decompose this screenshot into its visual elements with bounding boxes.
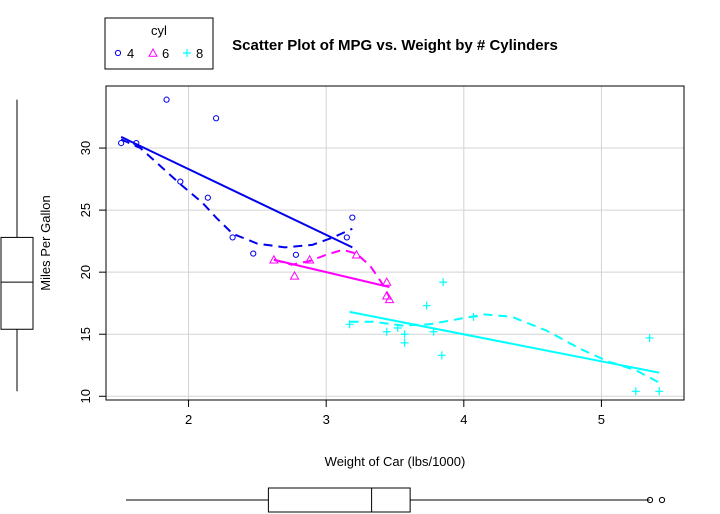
chart-title: Scatter Plot of MPG vs. Weight by # Cyli… — [232, 37, 558, 54]
y-tick-label: 15 — [78, 327, 93, 341]
data-point-cyl-6 — [381, 277, 392, 286]
data-point-cyl-8 — [469, 312, 478, 321]
fit-line-cyl-8 — [349, 310, 660, 374]
legend-label-4: 4 — [127, 46, 134, 61]
data-point-cyl-4 — [204, 194, 211, 201]
data-point-cyl-4 — [133, 139, 140, 147]
y-tick-label: 30 — [78, 141, 93, 155]
data-point-cyl-6 — [289, 270, 300, 280]
data-point-cyl-4 — [177, 178, 184, 185]
data-point-cyl-4 — [349, 214, 356, 221]
x-box-iqr — [267, 487, 411, 513]
data-point-cyl-8 — [631, 387, 640, 396]
fit-line-cyl-4 — [120, 135, 353, 249]
data-point-cyl-4 — [212, 115, 220, 122]
y-box-iqr — [0, 236, 34, 330]
x-tick-label: 5 — [598, 412, 605, 427]
data-point-cyl-6 — [304, 254, 315, 264]
data-point-cyl-6 — [269, 254, 279, 264]
x-box-outlier — [658, 496, 666, 504]
data-point-cyl-8 — [655, 387, 664, 396]
x-tick-label: 2 — [185, 412, 192, 427]
y-axis-label: Miles Per Gallon — [38, 195, 53, 290]
smooth-line-cyl-4 — [120, 138, 353, 249]
y-marginal-boxplot — [0, 99, 34, 392]
data-point-cyl-6 — [384, 294, 395, 304]
data-point-cyl-8 — [422, 301, 431, 310]
data-point-cyl-4 — [343, 234, 350, 241]
axes: 2 3 4 5 10 15 20 25 30 — [78, 141, 605, 427]
x-marginal-boxplot — [126, 487, 666, 513]
x-axis-label: Weight of Car (lbs/1000) — [325, 454, 466, 469]
series-layer — [118, 96, 664, 396]
data-point-cyl-8 — [393, 324, 402, 333]
data-point-cyl-4 — [118, 139, 125, 147]
legend-title: cyl — [151, 23, 167, 38]
legend-box — [104, 17, 214, 70]
data-point-cyl-6 — [351, 249, 362, 259]
legend-marker-8 — [183, 49, 191, 57]
data-point-cyl-8 — [400, 330, 409, 339]
legend-marker-4 — [114, 49, 122, 57]
y-tick-label: 10 — [78, 389, 93, 403]
data-point-cyl-6 — [381, 290, 392, 300]
data-point-cyl-8 — [645, 333, 654, 342]
smooth-line-cyl-8 — [349, 313, 660, 384]
x-tick-label: 3 — [323, 412, 330, 427]
data-point-cyl-4 — [250, 250, 257, 257]
data-point-cyl-4 — [163, 96, 170, 103]
series-cyl-6 — [269, 248, 395, 304]
y-tick-label: 25 — [78, 203, 93, 217]
data-point-cyl-4 — [229, 234, 236, 241]
data-point-cyl-4 — [292, 251, 300, 258]
data-point-cyl-8 — [439, 278, 448, 287]
legend-marker-6 — [148, 47, 158, 57]
grid-lines — [106, 86, 684, 400]
legend-label-6: 6 — [162, 46, 169, 61]
data-point-cyl-8 — [429, 327, 438, 336]
y-tick-label: 20 — [78, 265, 93, 279]
data-point-cyl-8 — [345, 320, 354, 329]
series-cyl-4 — [118, 96, 356, 258]
data-point-cyl-8 — [400, 338, 409, 347]
plot-frame — [105, 85, 685, 401]
x-box-outlier — [646, 496, 654, 504]
data-point-cyl-8 — [382, 327, 391, 336]
x-tick-label: 4 — [460, 412, 467, 427]
series-cyl-8 — [345, 278, 664, 396]
legend: cyl 4 6 8 — [104, 17, 214, 70]
data-point-cyl-8 — [437, 351, 446, 360]
legend-label-8: 8 — [196, 46, 203, 61]
